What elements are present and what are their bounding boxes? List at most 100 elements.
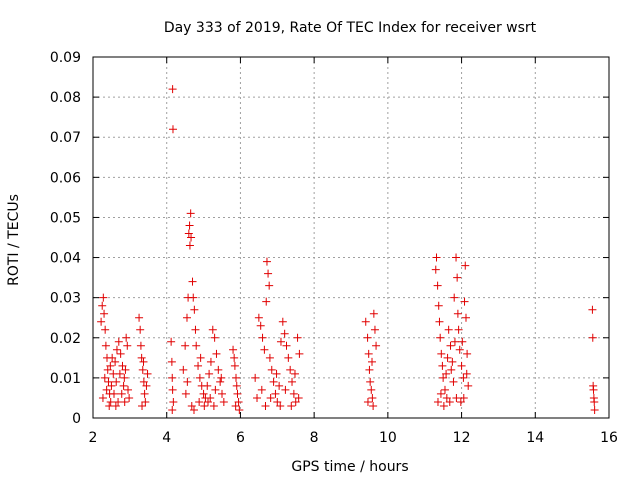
data-point: [100, 309, 109, 318]
data-point: [219, 397, 228, 406]
data-point: [119, 381, 128, 390]
x-tick-label: 10: [379, 430, 397, 446]
y-tick-label: 0.09: [50, 50, 81, 66]
data-point: [203, 397, 212, 406]
data-point: [437, 349, 446, 358]
data-point: [287, 401, 296, 410]
y-tick-label: 0.06: [50, 170, 81, 186]
data-point: [98, 393, 107, 402]
y-tick-label: 0.01: [50, 371, 81, 387]
data-point: [438, 361, 447, 370]
data-point: [188, 277, 197, 286]
data-point: [123, 341, 132, 350]
data-point: [203, 381, 212, 390]
data-point: [189, 405, 198, 414]
data-point: [251, 373, 260, 382]
data-point: [361, 317, 370, 326]
data-point: [448, 357, 457, 366]
x-tick-label: 16: [600, 430, 618, 446]
data-point: [191, 325, 200, 334]
data-point: [444, 325, 453, 334]
data-point: [232, 381, 241, 390]
y-tick-label: 0.08: [50, 90, 81, 106]
data-point: [276, 401, 285, 410]
gridlines: [93, 57, 609, 418]
data-point: [168, 405, 177, 414]
data-point: [267, 365, 276, 374]
data-point: [217, 373, 226, 382]
data-point: [265, 353, 274, 362]
data-point: [121, 365, 130, 374]
y-tick-labels: 0 0.01 0.02 0.03 0.04 0.05 0.06 0.07 0.08 0.09: [50, 50, 81, 427]
data-point: [135, 313, 144, 322]
data-point: [367, 385, 376, 394]
data-point: [181, 389, 190, 398]
data-point: [99, 293, 108, 302]
data-point: [167, 357, 176, 366]
data-point: [120, 397, 129, 406]
data-point: [120, 373, 129, 382]
data-point: [278, 317, 287, 326]
data-point: [195, 397, 204, 406]
data-point: [432, 253, 441, 262]
data-point: [280, 329, 289, 338]
data-point: [368, 357, 377, 366]
data-point: [453, 273, 462, 282]
x-tick-label: 14: [526, 430, 544, 446]
data-point: [208, 325, 217, 334]
data-point: [291, 397, 300, 406]
data-point: [211, 385, 220, 394]
data-point: [182, 313, 191, 322]
data-point: [142, 381, 151, 390]
data-point: [256, 321, 265, 330]
data-point: [273, 397, 282, 406]
data-point: [462, 369, 471, 378]
data-point: [206, 393, 215, 402]
data-point: [431, 265, 440, 274]
axis-ticks: [92, 56, 610, 419]
y-tick-label: 0.02: [50, 331, 81, 347]
data-point: [272, 369, 281, 378]
data-point: [276, 337, 285, 346]
data-point: [108, 353, 117, 362]
x-tick-labels: 2 4 6 8 10 12 14 16: [89, 430, 618, 446]
data-point: [141, 397, 150, 406]
data-point: [589, 385, 598, 394]
data-point: [449, 377, 458, 386]
data-point: [436, 389, 445, 398]
data-point: [181, 341, 190, 350]
data-point: [286, 365, 295, 374]
data-point: [185, 221, 194, 230]
data-point: [139, 377, 148, 386]
data-point: [114, 337, 123, 346]
data-point: [111, 401, 120, 410]
data-point: [260, 345, 269, 354]
data-point: [231, 401, 240, 410]
data-point: [463, 349, 472, 358]
data-point: [110, 389, 119, 398]
data-point: [442, 393, 451, 402]
data-point: [269, 377, 278, 386]
data-point: [372, 341, 381, 350]
data-point: [210, 333, 219, 342]
data-point: [232, 373, 241, 382]
data-point: [464, 381, 473, 390]
data-point: [111, 357, 120, 366]
data-point: [440, 385, 449, 394]
x-tick-label: 2: [89, 430, 98, 446]
data-points: [97, 85, 599, 414]
data-point: [136, 325, 145, 334]
data-point: [206, 357, 215, 366]
data-point: [136, 341, 145, 350]
data-point: [293, 333, 302, 342]
data-point: [452, 393, 461, 402]
data-point: [143, 369, 152, 378]
y-tick-label: 0.04: [50, 251, 81, 267]
data-point: [261, 401, 270, 410]
data-point: [192, 341, 201, 350]
data-point: [169, 397, 178, 406]
data-point: [434, 301, 443, 310]
data-point: [364, 349, 373, 358]
data-point: [187, 233, 196, 242]
